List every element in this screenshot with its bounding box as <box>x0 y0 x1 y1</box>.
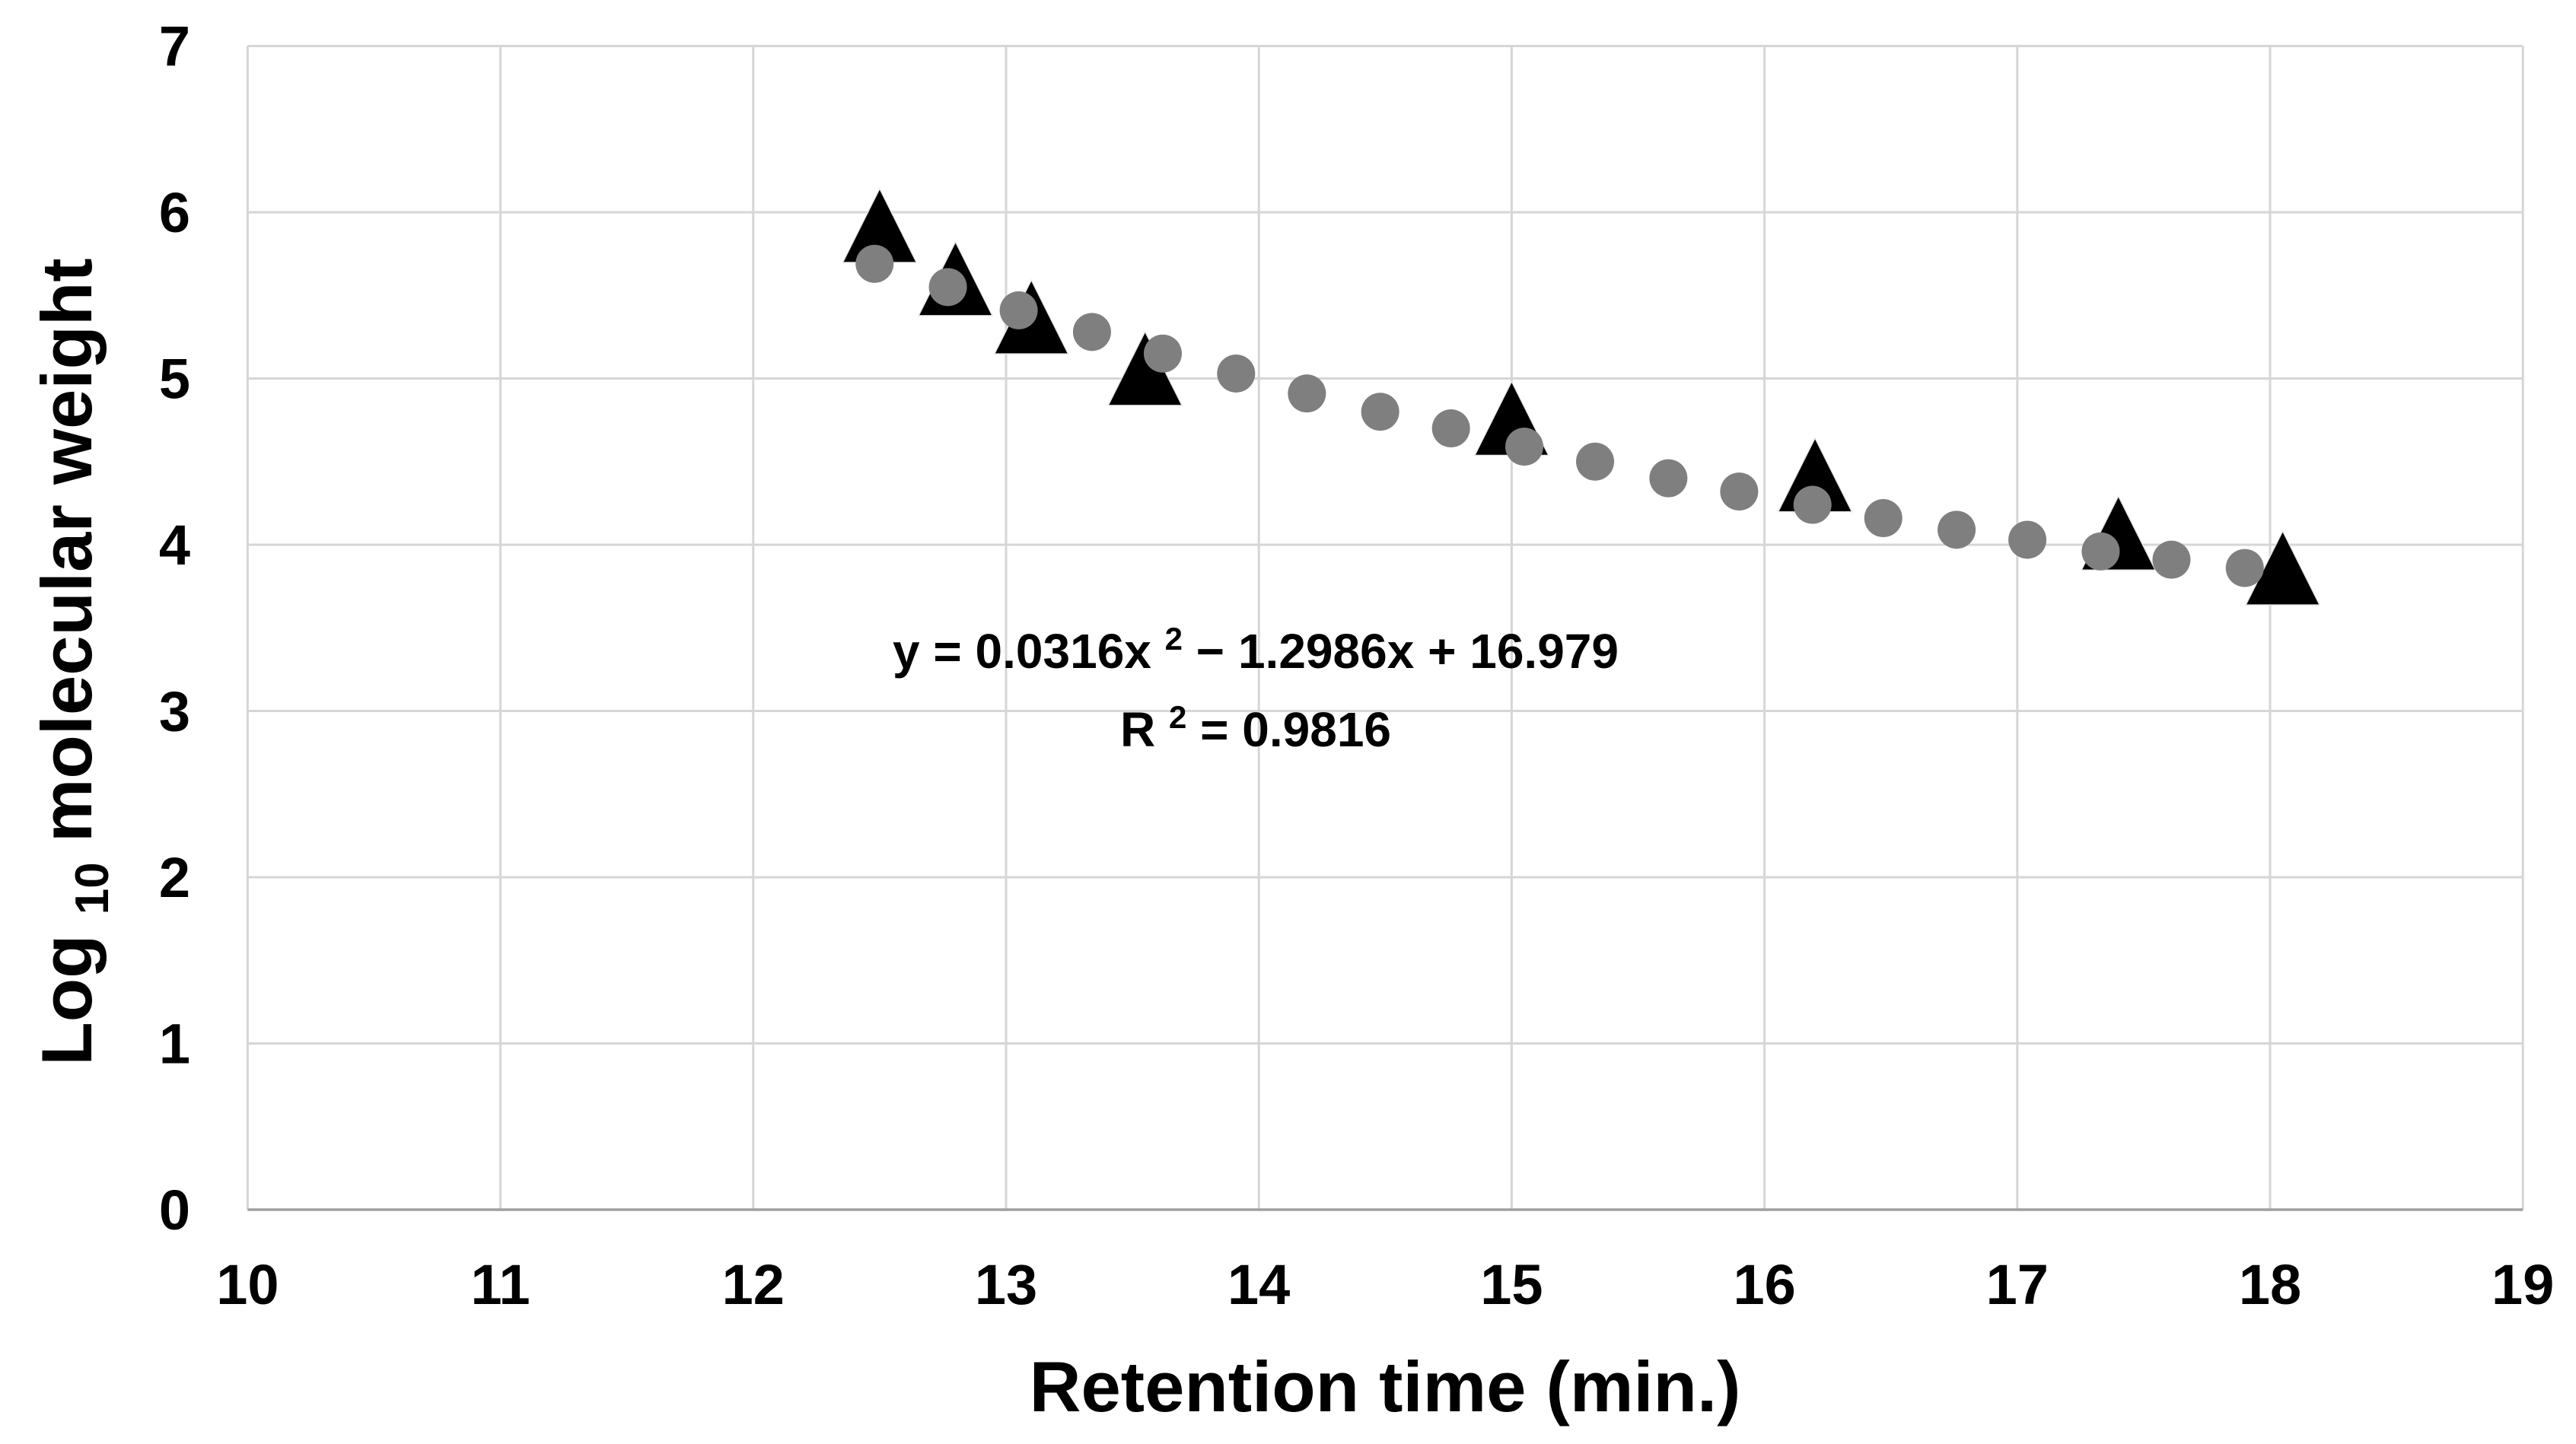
x-tick-label: 13 <box>975 1253 1037 1316</box>
circle-marker <box>855 244 894 283</box>
r-squared-label: R 2 = 0.9816 <box>1120 684 1391 757</box>
x-tick-label: 18 <box>2239 1253 2301 1316</box>
circle-marker <box>999 291 1038 329</box>
r-squared-superscript: 2 <box>1169 699 1186 735</box>
y-axis-tick-labels: 0 1 2 3 4 5 6 7 <box>159 15 190 1242</box>
x-tick-label: 17 <box>1986 1253 2049 1316</box>
y-tick-label: 7 <box>159 15 190 78</box>
x-axis-title: Retention time (min.) <box>1030 1347 1741 1427</box>
circle-marker <box>1938 510 1976 549</box>
circle-marker <box>1288 374 1326 413</box>
x-axis-tick-labels: 10 11 12 13 14 15 16 17 18 19 <box>216 1253 2554 1316</box>
circle-marker <box>2152 540 2191 579</box>
y-tick-label: 1 <box>159 1013 190 1076</box>
circle-marker <box>1576 442 1615 481</box>
y-axis-title-subscript: 10 <box>66 862 119 914</box>
equation-superscript: 2 <box>1165 621 1183 657</box>
circle-marker <box>1649 459 1688 498</box>
trendline-equation: y = 0.0316x 2 − 1.2986x + 16.979 <box>893 606 1619 679</box>
x-tick-label: 19 <box>2492 1253 2554 1316</box>
x-tick-label: 11 <box>470 1253 530 1316</box>
x-tick-label: 15 <box>1480 1253 1543 1316</box>
circle-marker <box>1505 428 1544 466</box>
circle-marker <box>1143 334 1182 373</box>
circle-marker <box>1217 354 1256 393</box>
circle-marker <box>2008 520 2047 559</box>
circle-marker <box>1361 393 1399 431</box>
equation-pre: y = 0.0316x <box>893 624 1151 679</box>
circle-marker <box>1864 499 1903 538</box>
r-squared-pre: R <box>1120 702 1155 757</box>
y-tick-label: 5 <box>159 348 190 411</box>
x-tick-label: 12 <box>722 1253 785 1316</box>
circle-marker <box>1720 472 1759 511</box>
y-axis-title-post: molecular weight <box>27 258 107 842</box>
y-tick-label: 6 <box>159 181 190 244</box>
y-tick-label: 4 <box>159 514 190 577</box>
circle-marker <box>1072 313 1111 351</box>
y-axis-title-pre: Log <box>27 934 107 1065</box>
circle-marker <box>1431 409 1470 448</box>
x-tick-label: 14 <box>1228 1253 1290 1316</box>
triangle-marker <box>2244 530 2321 606</box>
y-tick-label: 0 <box>159 1178 190 1242</box>
equation-post: − 1.2986x + 16.979 <box>1196 624 1619 679</box>
y-tick-label: 3 <box>159 680 190 743</box>
y-axis-title: Log 10 molecular weight <box>27 258 123 1065</box>
circle-marker <box>2081 532 2120 571</box>
x-tick-label: 10 <box>216 1253 279 1316</box>
circle-marker <box>1793 485 1832 524</box>
circle-marker <box>2225 549 2264 587</box>
data-points <box>842 187 2321 606</box>
y-tick-label: 2 <box>159 846 190 909</box>
x-tick-label: 16 <box>1733 1253 1795 1316</box>
circle-marker <box>928 268 967 307</box>
r-squared-post: = 0.9816 <box>1200 702 1391 757</box>
